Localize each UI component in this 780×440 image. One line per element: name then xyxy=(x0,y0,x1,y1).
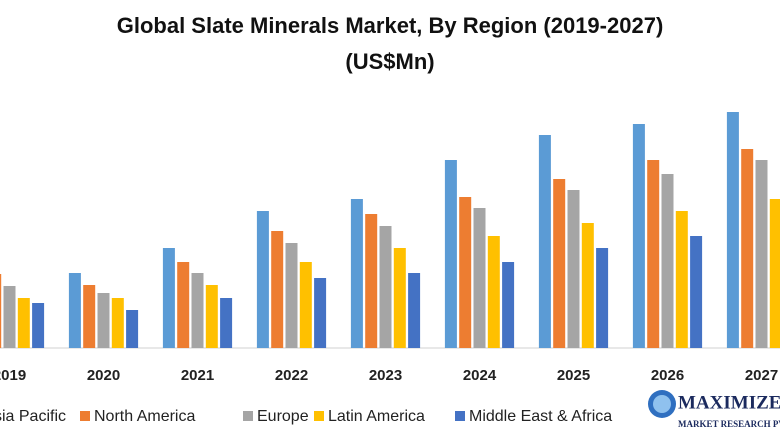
bar xyxy=(271,231,284,348)
bar xyxy=(68,273,81,348)
bar xyxy=(177,262,190,348)
bar xyxy=(205,285,218,348)
bar xyxy=(393,248,406,348)
legend-label: Asia Pacific xyxy=(0,408,66,425)
bar xyxy=(314,278,327,348)
legend-label: North America xyxy=(94,408,195,425)
legend-swatch xyxy=(243,411,253,421)
logo-subtitle: MARKET RESEARCH PVT. LTD. xyxy=(678,419,780,429)
legend-swatch xyxy=(80,411,90,421)
x-tick-label: 2027 xyxy=(745,367,778,384)
bar xyxy=(596,248,609,348)
bar xyxy=(191,273,204,348)
bar xyxy=(111,298,124,348)
bar xyxy=(83,285,96,348)
bar xyxy=(379,226,392,348)
bar xyxy=(459,197,472,348)
bar xyxy=(553,179,566,348)
bar xyxy=(32,303,45,348)
legend-label: Europe xyxy=(257,408,309,425)
bar xyxy=(3,286,16,348)
bar xyxy=(538,135,551,348)
bar xyxy=(285,243,298,348)
x-tick-label: 2025 xyxy=(557,367,590,384)
x-tick-label: 2021 xyxy=(181,367,214,384)
legend-label: Latin America xyxy=(328,408,425,425)
legend-label: Middle East & Africa xyxy=(469,408,612,425)
bar xyxy=(97,293,110,348)
bar xyxy=(661,174,674,348)
bar xyxy=(726,112,739,348)
bar xyxy=(647,160,660,348)
bar xyxy=(365,214,378,348)
bar xyxy=(444,160,457,348)
legend-swatch xyxy=(314,411,324,421)
bar xyxy=(755,160,768,348)
bar xyxy=(473,208,486,348)
bar xyxy=(487,236,500,348)
bar xyxy=(567,190,580,348)
bar xyxy=(675,211,688,348)
bar xyxy=(690,236,703,348)
x-tick-label: 2022 xyxy=(275,367,308,384)
bar xyxy=(408,273,421,348)
bar xyxy=(741,149,754,348)
bar xyxy=(220,298,233,348)
bar xyxy=(581,223,594,348)
x-tick-label: 2024 xyxy=(463,367,497,384)
bar xyxy=(256,211,269,348)
x-tick-label: 2026 xyxy=(651,367,684,384)
logo-name: MAXIMIZE xyxy=(678,392,780,413)
bar xyxy=(769,199,780,348)
bar xyxy=(350,199,363,348)
x-tick-label: 2023 xyxy=(369,367,402,384)
bar xyxy=(17,298,30,348)
legend-swatch xyxy=(455,411,465,421)
x-tick-label: 2019 xyxy=(0,367,26,384)
bar xyxy=(299,262,312,348)
chart-title: Global Slate Minerals Market, By Region … xyxy=(116,13,664,74)
bar xyxy=(126,310,139,348)
bar xyxy=(632,124,645,348)
bar xyxy=(162,248,175,348)
bar xyxy=(502,262,515,348)
logo-globe-highlight xyxy=(653,395,671,413)
bar xyxy=(0,274,2,348)
x-tick-label: 2020 xyxy=(87,367,120,384)
